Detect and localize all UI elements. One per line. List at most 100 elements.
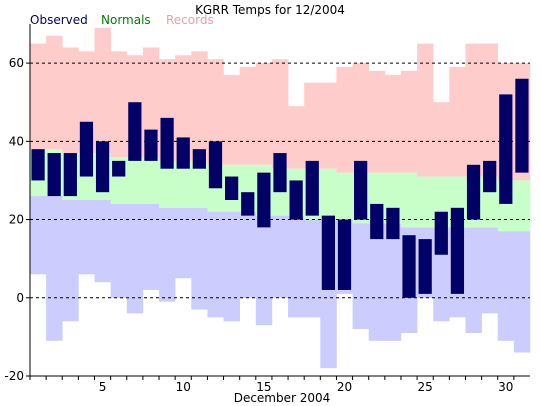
record-high-band	[417, 43, 434, 177]
record-low-band	[175, 207, 192, 279]
observed-bar	[321, 215, 335, 290]
record-high-band	[352, 63, 370, 173]
record-high-band	[288, 106, 305, 169]
observed-bar	[79, 121, 94, 177]
record-high-band	[449, 67, 466, 177]
y-tick-label: -20	[4, 369, 24, 383]
normal-band	[400, 172, 418, 228]
record-high-band	[62, 47, 79, 154]
record-low-band	[368, 223, 386, 341]
record-high-band	[481, 43, 499, 177]
record-high-band	[320, 82, 337, 169]
observed-bar	[241, 192, 255, 216]
normal-band	[320, 168, 337, 220]
observed-bar	[418, 239, 432, 294]
observed-bar	[63, 153, 77, 197]
observed-bar	[144, 129, 158, 161]
record-low-band	[271, 215, 289, 298]
observed-bar	[305, 160, 319, 216]
observed-bar	[434, 211, 448, 255]
record-low-band	[207, 211, 224, 318]
normal-band	[336, 172, 353, 220]
observed-bar	[402, 235, 416, 298]
observed-bar	[208, 141, 223, 189]
record-high-band	[191, 51, 208, 161]
record-high-band	[465, 43, 482, 177]
y-tick-label: 0	[16, 291, 24, 305]
record-low-band	[78, 200, 95, 275]
x-tick-label: 15	[256, 380, 271, 394]
record-low-band	[481, 227, 499, 314]
observed-bar	[192, 149, 206, 169]
observed-bar	[289, 180, 303, 220]
y-tick-label: 40	[9, 134, 24, 148]
record-low-band	[62, 200, 79, 322]
observed-bar	[515, 78, 529, 173]
x-tick-label: 25	[418, 380, 433, 394]
observed-bar	[337, 219, 352, 290]
observed-bar	[354, 160, 368, 220]
observed-bar	[112, 160, 126, 177]
record-low-band	[465, 227, 482, 333]
normal-band	[126, 156, 144, 204]
record-low-band	[239, 211, 257, 298]
record-low-band	[110, 203, 128, 298]
x-tick-label: 10	[176, 380, 191, 394]
normal-band	[417, 176, 434, 228]
record-high-band	[110, 51, 128, 157]
normal-band	[191, 160, 208, 208]
normal-band	[513, 180, 531, 232]
record-low-band	[126, 203, 144, 314]
record-high-band	[400, 70, 418, 173]
observed-bar	[225, 176, 239, 200]
record-low-band	[513, 231, 531, 353]
record-high-band	[368, 70, 386, 173]
record-low-band	[497, 231, 515, 341]
record-high-band	[46, 35, 63, 150]
record-high-band	[336, 67, 353, 173]
observed-bar	[370, 203, 384, 240]
record-low-band	[46, 196, 63, 341]
record-high-band	[30, 43, 47, 150]
record-low-band	[384, 223, 402, 341]
record-low-band	[352, 223, 370, 330]
normal-band	[159, 160, 176, 208]
observed-bar	[128, 102, 142, 161]
x-axis-label: December 2004	[234, 391, 331, 405]
chart-title: KGRR Temps for 12/2004	[195, 3, 345, 17]
record-low-band	[30, 196, 47, 275]
bands-layer	[30, 27, 531, 369]
normal-band	[142, 156, 160, 204]
observed-bar	[466, 164, 481, 220]
observed-bar	[499, 94, 513, 204]
record-low-band	[142, 203, 160, 290]
record-low-band	[191, 207, 208, 310]
observed-bar	[95, 141, 110, 193]
record-high-band	[271, 59, 289, 169]
observed-bar	[386, 207, 400, 240]
ticks-layer: 5 10 15 20 25 30 -20 0 20 40 60	[4, 56, 515, 394]
normal-band	[175, 160, 192, 208]
record-high-band	[304, 82, 321, 169]
record-low-band	[159, 207, 176, 302]
record-high-band	[94, 27, 111, 154]
x-tick-label: 30	[498, 380, 513, 394]
observed-bar	[47, 153, 61, 197]
record-high-band	[175, 55, 192, 161]
x-tick-label: 5	[99, 380, 107, 394]
observed-bar	[31, 149, 45, 181]
observed-bar	[257, 172, 271, 228]
y-tick-label: 20	[9, 213, 24, 227]
legend-normals: Normals	[101, 13, 151, 27]
record-low-band	[255, 215, 273, 326]
record-high-band	[223, 74, 240, 165]
x-tick-label: 20	[337, 380, 352, 394]
record-high-band	[433, 102, 450, 177]
record-low-band	[223, 211, 240, 322]
y-tick-label: 60	[9, 56, 24, 70]
observed-bar	[483, 160, 497, 193]
observed-bar	[273, 153, 287, 193]
axes-layer	[29, 24, 530, 377]
observed-bars-layer	[31, 78, 529, 298]
